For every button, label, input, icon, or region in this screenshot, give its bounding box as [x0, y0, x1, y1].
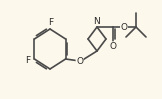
- Text: N: N: [94, 17, 100, 26]
- Text: F: F: [25, 56, 30, 65]
- Text: O: O: [121, 22, 127, 31]
- Text: O: O: [76, 57, 83, 66]
- Text: F: F: [48, 18, 54, 27]
- Text: O: O: [110, 42, 116, 51]
